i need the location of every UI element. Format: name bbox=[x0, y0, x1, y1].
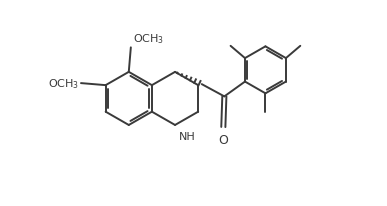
Text: NH: NH bbox=[179, 131, 196, 141]
Text: OCH$_3$: OCH$_3$ bbox=[48, 77, 79, 91]
Text: O: O bbox=[218, 133, 228, 146]
Text: OCH$_3$: OCH$_3$ bbox=[133, 32, 164, 46]
